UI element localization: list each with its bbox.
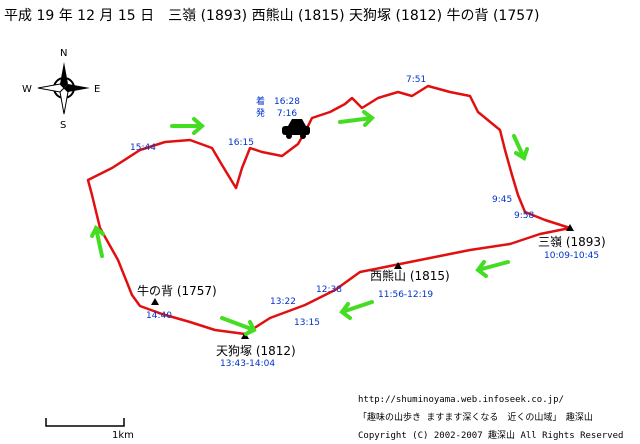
- compass-w: W: [22, 84, 32, 95]
- waypoint-time: 13:15: [294, 318, 320, 328]
- scale-bar: [45, 418, 125, 427]
- footer-url: http://shuminoyama.web.infoseek.co.jp/: [358, 395, 564, 405]
- waypoint-time: 15:44: [130, 143, 156, 153]
- car-icon: [282, 119, 310, 139]
- peak-name: 天狗塚 (1812): [216, 344, 296, 358]
- footer-copyright: Copyright (C) 2002-2007 趣深山 All Rights R…: [358, 429, 623, 441]
- scale-label: 1km: [112, 430, 134, 441]
- peak-time: 10:09-10:45: [544, 251, 599, 261]
- direction-arrows: [90, 110, 529, 336]
- peak-name: 三嶺 (1893): [538, 235, 606, 249]
- waypoint-time: 12:38: [316, 285, 342, 295]
- route: [86, 84, 572, 336]
- waypoint-time: 9:58: [514, 211, 534, 221]
- compass-n: N: [60, 48, 67, 59]
- peak-name: 西熊山 (1815): [370, 268, 450, 283]
- peak-name: 牛の背 (1757): [137, 283, 217, 298]
- footer-tagline: 「趣味の山歩き ますます深くなる 近くの山域」 趣深山: [358, 411, 593, 423]
- peak-time: 13:43-14:04: [220, 359, 275, 369]
- compass-s: S: [60, 120, 66, 131]
- car-arrive: 着 16:28: [256, 95, 300, 107]
- waypoint-time: 16:15: [228, 138, 254, 148]
- waypoint-time: 7:51: [406, 75, 426, 85]
- peak-time: 14:40: [146, 311, 172, 321]
- car-depart: 発 7:16: [256, 107, 297, 119]
- title: 平成 19 年 12 月 15 日 三嶺 (1893) 西熊山 (1815) 天…: [4, 8, 540, 24]
- waypoint-time: 13:22: [270, 297, 296, 307]
- peak-time: 11:56-12:19: [378, 290, 433, 300]
- peak-markers: [151, 224, 574, 339]
- compass-e: E: [94, 84, 100, 95]
- waypoint-time: 9:45: [492, 195, 512, 205]
- compass: N E S W: [22, 48, 100, 131]
